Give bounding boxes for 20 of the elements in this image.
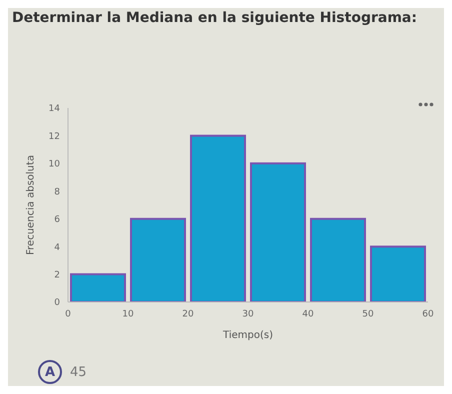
y-tick-label: 2 — [54, 270, 60, 280]
y-tick-label: 8 — [54, 187, 60, 198]
y-tick-label: 0 — [54, 298, 60, 308]
y-tick-label: 10 — [48, 160, 60, 170]
x-tick-label: 20 — [182, 309, 194, 320]
x-tick-label: 50 — [362, 309, 374, 320]
x-tick-label: 60 — [422, 309, 434, 320]
y-tick-label: 4 — [54, 242, 60, 253]
y-tick-label: 6 — [54, 215, 60, 226]
x-tick-label: 0 — [65, 309, 72, 320]
y-axis-title: Frecuencia absoluta — [26, 155, 37, 255]
y-tick-label: 14 — [48, 104, 60, 114]
x-axis-title: Tiempo(s) — [222, 330, 274, 341]
y-tick-label: 12 — [48, 132, 60, 142]
text: A — [38, 360, 62, 384]
x-tick-label: 30 — [242, 309, 254, 320]
x-tick-label: 10 — [122, 309, 134, 320]
text: 45 — [70, 364, 87, 380]
x-tick-label: 40 — [302, 309, 314, 320]
chart-title: Determinar la Mediana en la siguiente Histograma: — [12, 10, 417, 26]
